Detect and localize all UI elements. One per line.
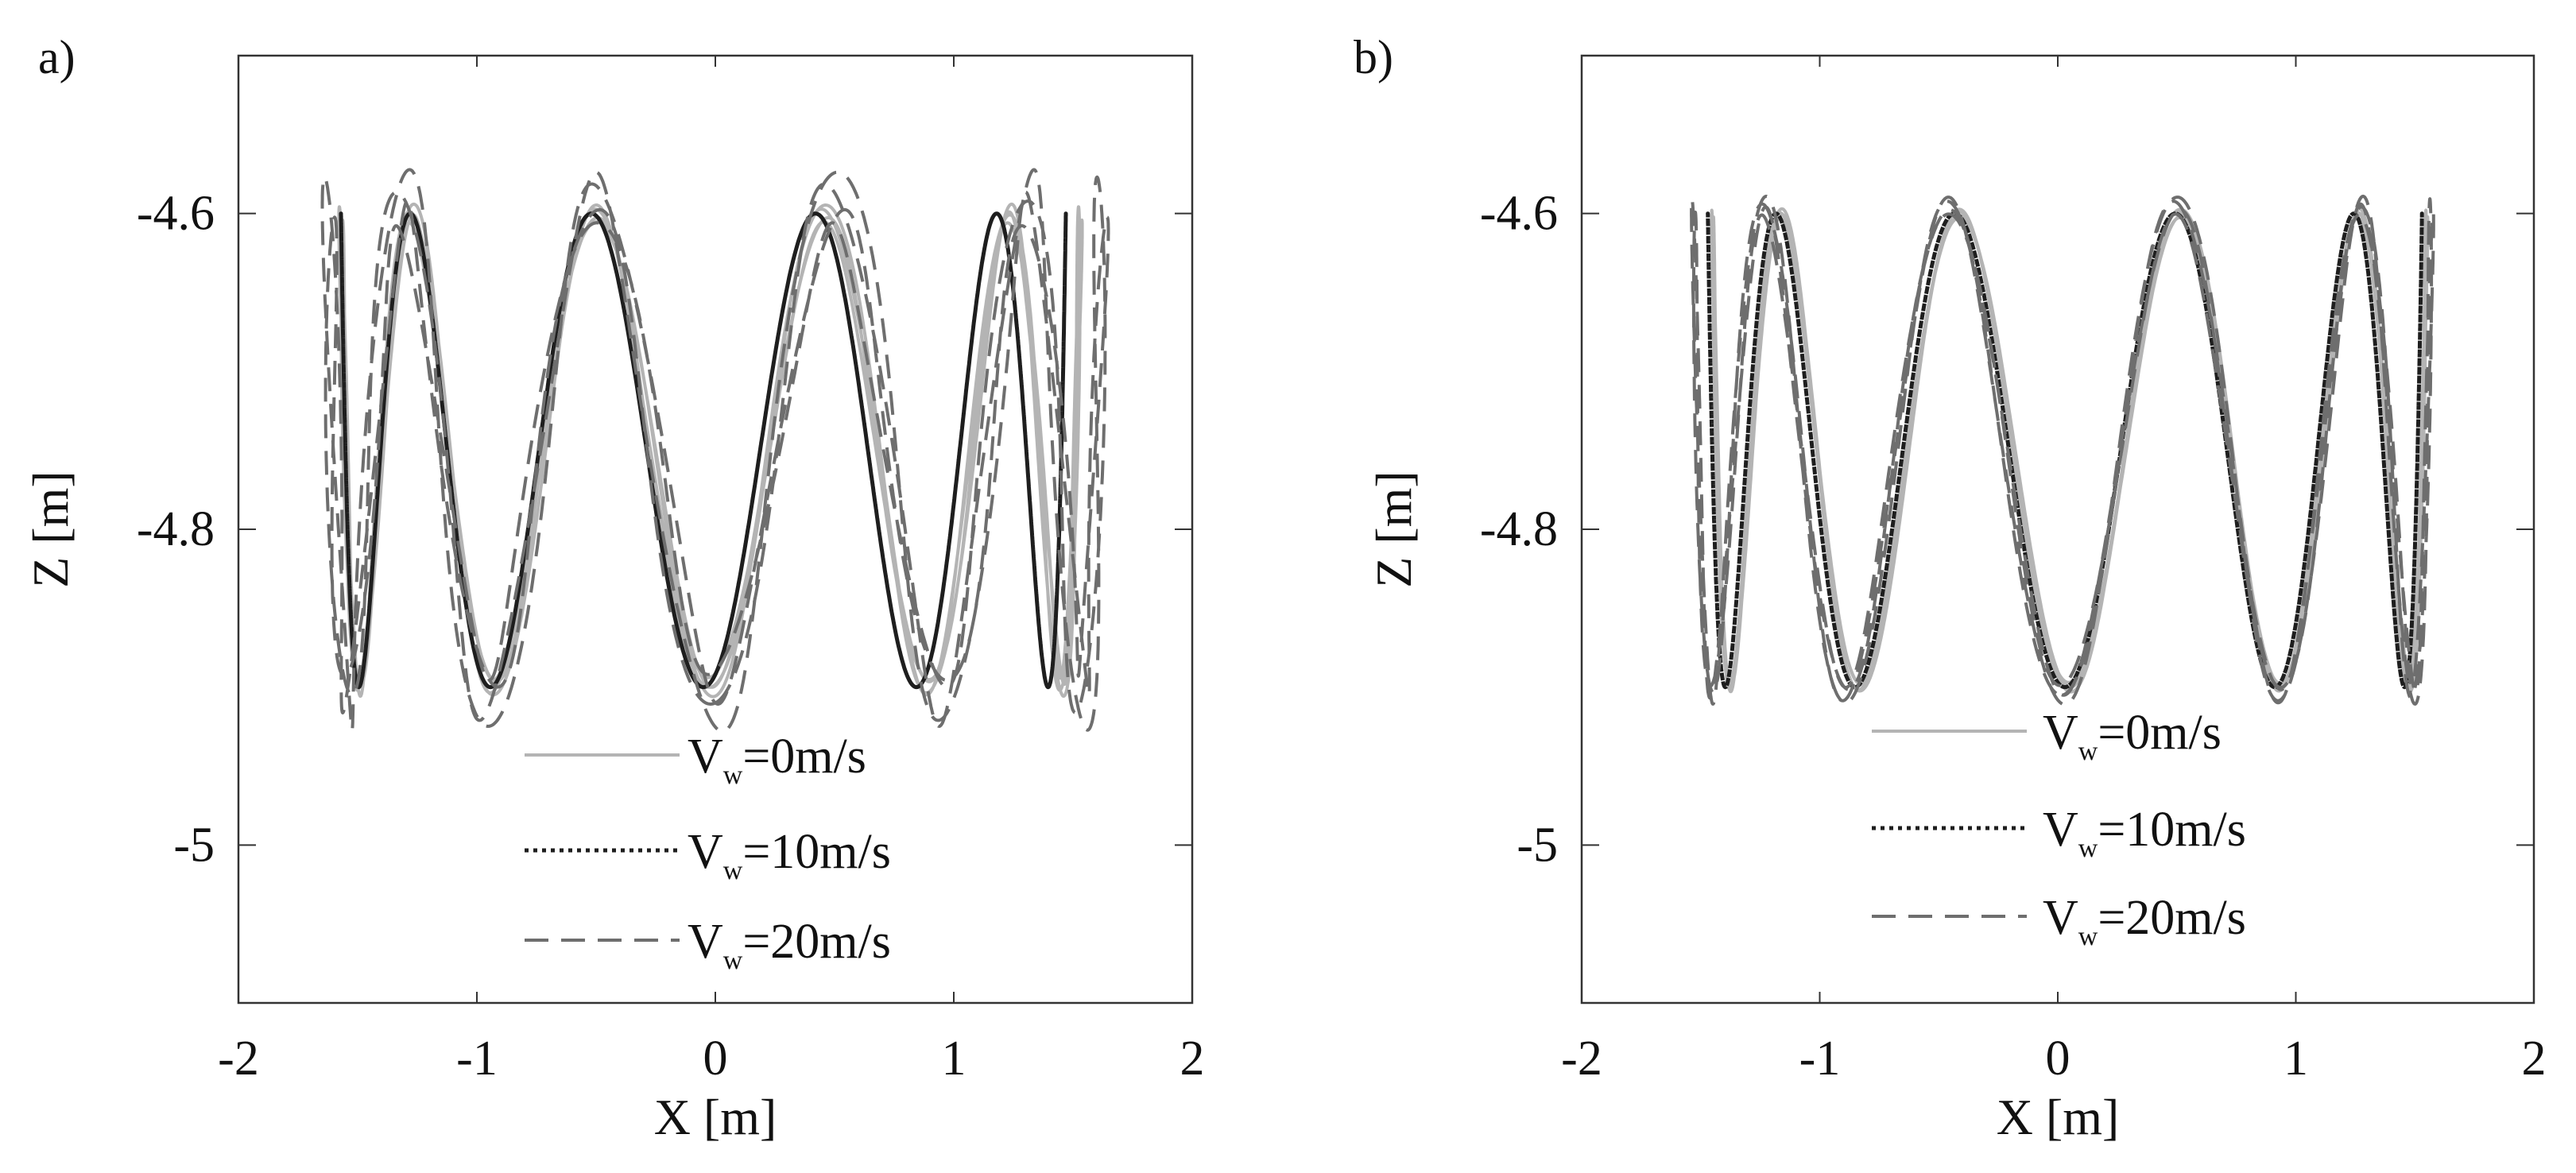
panel-a-y-axis-label: Z [m] xyxy=(22,470,79,588)
panel-a-x-tick-label: -1 xyxy=(456,1032,498,1086)
panel-a-x-tick-label: 1 xyxy=(942,1032,966,1086)
panel-b-y-tick-label: -4.6 xyxy=(1480,187,1558,241)
panel-a-legend-label-0: Vw=0m/s xyxy=(688,730,866,790)
panel-b-y-tick-label: -4.8 xyxy=(1480,502,1558,556)
panel-b-legend: Vw=0m/s Vw=10m/s Vw=20m/s xyxy=(1872,706,2246,951)
panel-b-legend-label-1: Vw=10m/s xyxy=(2043,803,2246,863)
panel-b: -2 -1 0 1 2 -4.6 -4.8 -5 X [m] Z [m] b) Vw=0m/s Vw=1… xyxy=(1354,31,2547,1145)
panel-a-x-axis-label: X [m] xyxy=(654,1089,777,1145)
panel-a-legend: Vw=0m/s Vw=10m/s Vw=20m/s xyxy=(525,730,891,975)
panel-b-series xyxy=(1690,195,2435,707)
panel-a-panel-label: a) xyxy=(38,31,76,83)
panel-b-x-tick-label: -1 xyxy=(1799,1032,1841,1086)
panel-a-y-tick-label: -5 xyxy=(173,818,215,872)
panel-a: -2 -1 0 1 2 -4.6 -4.8 -5 X [m] Z [m] a) Vw=0m/s Vw=1… xyxy=(22,31,1205,1145)
panel-b-panel-label: b) xyxy=(1354,31,1393,83)
panel-b-x-axis-label: X [m] xyxy=(1997,1089,2120,1145)
panel-b-x-tick-label: 2 xyxy=(2522,1032,2547,1086)
panel-a-x-tick-label: -2 xyxy=(218,1032,259,1086)
panel-b-x-tick-label: 0 xyxy=(2046,1032,2070,1086)
panel-b-series-line-2 xyxy=(1690,195,2435,707)
panel-b-x-tick-label: -2 xyxy=(1561,1032,1602,1086)
panel-b-legend-label-2: Vw=20m/s xyxy=(2043,891,2246,951)
panel-a-legend-label-2: Vw=20m/s xyxy=(688,915,891,975)
panel-b-y-tick-label: -5 xyxy=(1517,818,1558,872)
panel-a-y-tick-label: -4.8 xyxy=(137,502,215,556)
panel-a-y-tick-label: -4.6 xyxy=(137,187,215,241)
panel-b-series-line-1 xyxy=(1706,211,2424,690)
panel-a-legend-label-1: Vw=10m/s xyxy=(688,825,891,885)
panel-b-x-tick-label: 1 xyxy=(2284,1032,2308,1086)
panel-b-legend-label-0: Vw=0m/s xyxy=(2043,706,2222,766)
panel-a-series-line-2 xyxy=(320,168,1110,734)
panel-a-x-tick-label: 2 xyxy=(1180,1032,1205,1086)
panel-b-y-axis-label: Z [m] xyxy=(1365,470,1422,588)
panel-a-series-line-0 xyxy=(337,202,1084,699)
panel-a-series xyxy=(320,168,1110,734)
panel-a-x-tick-label: 0 xyxy=(703,1032,728,1086)
